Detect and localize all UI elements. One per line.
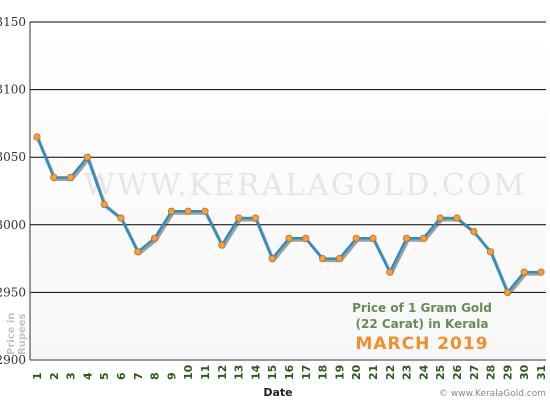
point-23 — [402, 234, 411, 242]
x-tick-label-30: 30 — [518, 364, 531, 380]
chart-title-line2: (22 Carat) in Kerala — [356, 317, 489, 331]
point-4 — [83, 153, 92, 161]
x-tick-label-23: 23 — [401, 365, 414, 380]
x-tick-label-13: 13 — [233, 365, 246, 380]
y-tick-label-3000: 3000 — [0, 218, 26, 232]
x-tick-label-17: 17 — [300, 365, 313, 380]
y-tick-label-3100: 3100 — [0, 83, 26, 97]
point-30 — [520, 268, 528, 276]
x-tick-label-8: 8 — [149, 372, 162, 380]
point-5 — [100, 200, 108, 209]
point-31 — [537, 268, 545, 276]
y-tick-label-2900: 2900 — [0, 353, 26, 367]
x-tick-label-14: 14 — [249, 364, 262, 380]
point-27 — [470, 227, 478, 236]
x-tick-label-6: 6 — [115, 372, 128, 380]
x-tick-label-11: 11 — [199, 365, 212, 380]
point-10 — [184, 207, 192, 215]
point-14 — [251, 214, 259, 222]
grid-lines — [29, 21, 546, 361]
point-21 — [369, 234, 377, 242]
point-20 — [352, 234, 360, 242]
x-tick-label-20: 20 — [350, 364, 363, 380]
y-axis-title-line1: Price in — [6, 313, 17, 355]
point-25 — [436, 214, 444, 222]
series-markers — [33, 133, 545, 296]
y-tick-label-3050: 3050 — [0, 150, 26, 164]
point-16 — [285, 234, 293, 242]
x-tick-label-16: 16 — [283, 364, 296, 380]
x-tick-label-3: 3 — [65, 372, 78, 380]
point-22 — [386, 268, 394, 276]
x-tick-label-12: 12 — [216, 365, 229, 380]
x-tick-label-2: 2 — [48, 372, 61, 380]
x-tick-labels: 1 2 3 4 5 6 7 8 9 10 11 12 13 14 15 16 17 18 19 20 21 22 23 24 2… — [31, 364, 548, 380]
x-tick-label-10: 10 — [182, 364, 195, 380]
point-12 — [218, 241, 226, 249]
y-axis-title: Price in Rupees — [6, 309, 28, 355]
point-8 — [151, 234, 159, 242]
footer-credit: © www.KeralaGold.com — [439, 389, 546, 399]
x-tick-label-7: 7 — [132, 372, 145, 380]
x-tick-label-31: 31 — [535, 365, 548, 380]
x-tick-label-28: 28 — [485, 365, 498, 380]
x-tick-label-15: 15 — [266, 365, 279, 380]
point-3 — [67, 173, 75, 182]
x-tick-label-21: 21 — [367, 365, 380, 380]
x-tick-label-9: 9 — [165, 372, 178, 380]
y-tick-label-3150: 3150 — [0, 15, 26, 29]
point-29 — [503, 288, 511, 296]
chart-subtitle: MARCH 2019 — [355, 334, 488, 354]
watermark: WWW.KERALAGOLD.COM — [84, 168, 526, 203]
y-axis-title-line2: Rupees — [17, 313, 28, 355]
x-tick-label-19: 19 — [333, 365, 346, 380]
x-tick-label-26: 26 — [451, 364, 464, 380]
x-tick-label-24: 24 — [417, 364, 430, 380]
point-19 — [335, 255, 343, 263]
x-tick-label-25: 25 — [434, 365, 447, 380]
point-24 — [419, 234, 427, 242]
point-7 — [134, 248, 142, 256]
x-tick-label-18: 18 — [317, 365, 330, 380]
x-tick-label-29: 29 — [501, 365, 514, 380]
point-17 — [302, 234, 310, 242]
point-2 — [50, 173, 58, 182]
plot-background — [30, 22, 546, 360]
point-1 — [33, 133, 41, 141]
x-tick-label-4: 4 — [81, 372, 94, 380]
x-axis-title: Date — [263, 386, 292, 399]
y-tick-labels: 2900 2950 3000 3050 3100 3150 — [0, 15, 26, 367]
x-tick-label-22: 22 — [384, 365, 397, 380]
x-tick-label-27: 27 — [468, 365, 481, 380]
point-11 — [201, 207, 209, 215]
point-9 — [167, 207, 175, 215]
point-18 — [318, 255, 327, 263]
y-tick-label-2950: 2950 — [0, 285, 26, 299]
x-tick-label-1: 1 — [31, 372, 44, 380]
point-28 — [486, 248, 495, 256]
x-tick-label-5: 5 — [98, 372, 111, 380]
point-15 — [268, 255, 276, 263]
chart-title-line1: Price of 1 Gram Gold — [352, 301, 492, 315]
point-13 — [235, 214, 243, 222]
point-6 — [117, 214, 125, 222]
point-26 — [453, 214, 461, 222]
